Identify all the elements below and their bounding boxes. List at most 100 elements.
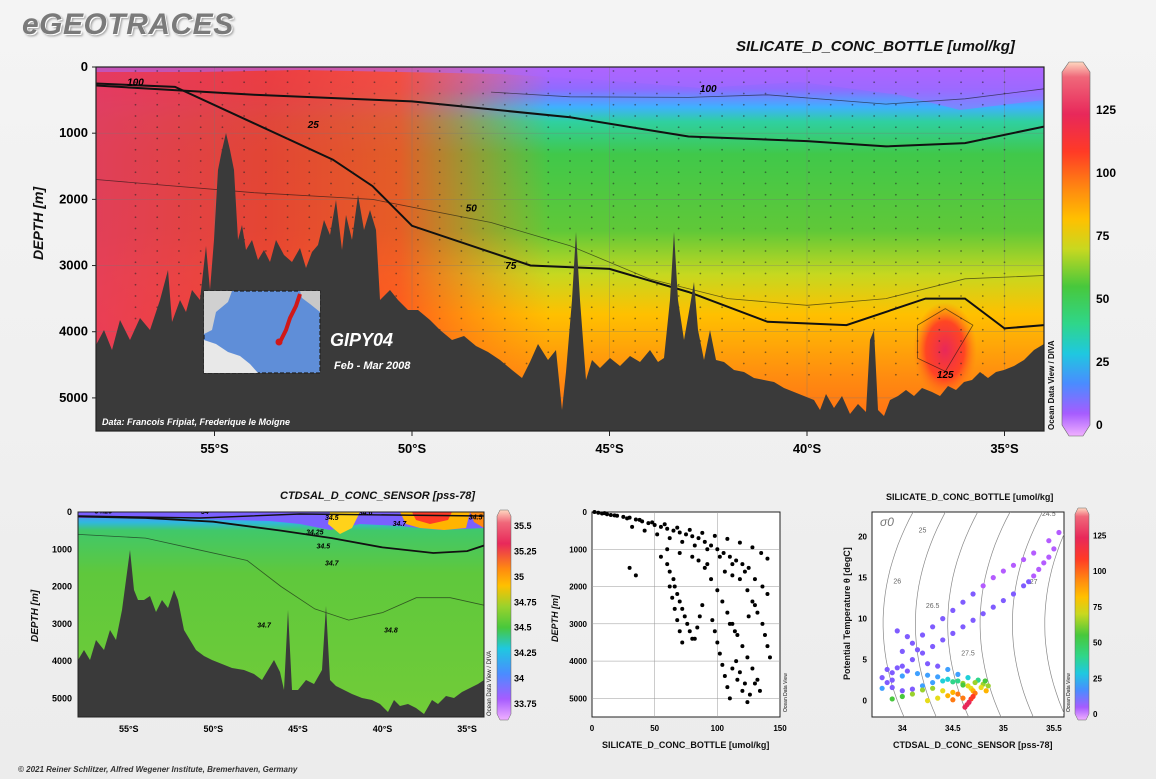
ts-point	[955, 678, 961, 684]
ts-point	[955, 691, 961, 697]
profile-point	[752, 577, 757, 582]
profile-point	[658, 554, 663, 559]
profile-point	[752, 603, 757, 608]
ts-point	[1031, 573, 1037, 579]
profile-point	[715, 547, 720, 552]
ts-point	[1046, 554, 1052, 560]
profile-point	[712, 629, 717, 634]
profile-point	[684, 532, 688, 537]
ts-xlabel: CTDSAL_D_CONC_SENSOR [pss-78]	[893, 740, 1053, 750]
ts-points	[879, 529, 1062, 710]
ts-point	[1051, 546, 1057, 552]
profile-point	[740, 688, 745, 693]
sample-dots	[134, 70, 1006, 376]
profile-point	[692, 636, 697, 641]
salinity-contour-label: 34.7	[325, 560, 340, 567]
isopycnal	[1142, 504, 1156, 717]
salinity-contour-label: 34	[201, 509, 209, 516]
profile-point	[732, 629, 737, 634]
ts-point	[990, 604, 996, 610]
mid-watermark: Ocean Data View	[783, 673, 789, 712]
ts-point	[930, 679, 936, 686]
ts-point	[899, 688, 905, 694]
profile-point	[702, 539, 707, 544]
profile-point	[702, 565, 707, 570]
ts-point	[935, 663, 941, 669]
main-ytick-label: 4000	[59, 324, 88, 339]
profile-point	[705, 547, 710, 552]
mid-ytick-label: 3000	[569, 620, 587, 629]
profile-point	[737, 670, 742, 675]
main-ytick-label: 1000	[59, 125, 88, 140]
contour-25	[490, 88, 1044, 105]
contour-100	[96, 82, 1044, 330]
profile-point	[677, 629, 682, 634]
mid-ylabel: DEPTH [m]	[550, 595, 560, 642]
ts-point	[914, 647, 921, 653]
salinity-colorbar-label: 33.75	[514, 699, 537, 709]
ts-point	[1020, 556, 1027, 563]
salinity-colorbar-label: 35	[514, 572, 524, 582]
mid-xtick-label: 50	[650, 724, 659, 733]
mid-ytick-label: 5000	[569, 694, 587, 703]
main-colorbar-label: 25	[1096, 355, 1110, 369]
salinity-colorbar-label: 34.25	[514, 648, 537, 658]
main-contour-label: 25	[307, 120, 320, 131]
main-ytick-label: 0	[81, 59, 88, 74]
profile-point	[715, 640, 720, 645]
profile-point	[737, 577, 742, 582]
profile-point	[665, 526, 670, 531]
profile-point	[680, 606, 685, 611]
ts-point	[1000, 568, 1006, 574]
ts-diagram-plot	[871, 511, 1065, 718]
main-colorbar-label: 125	[1096, 103, 1116, 117]
ts-point	[950, 630, 956, 636]
ts-point	[945, 676, 951, 682]
salinity-xtick-label: 50°S	[204, 724, 224, 734]
profile-point	[695, 625, 700, 630]
profile-point	[746, 614, 751, 619]
profile-point	[765, 592, 770, 596]
profile-point	[735, 633, 740, 637]
profile-point	[665, 562, 670, 567]
ts-colorbar-label: 0	[1093, 710, 1098, 719]
profile-point	[687, 629, 692, 634]
main-contour-label: 125	[937, 370, 954, 381]
profile-point	[742, 681, 747, 686]
profile-point	[700, 603, 705, 608]
salinity-colorbar	[496, 509, 512, 721]
profile-point	[746, 565, 751, 570]
salinity-colorbar-label: 35.25	[514, 547, 537, 557]
ts-point	[884, 679, 890, 686]
profile-point	[696, 558, 701, 563]
isopycnal-label: 26.5	[926, 603, 940, 610]
salinity-contour	[78, 534, 484, 621]
ts-point	[1000, 597, 1006, 604]
mid-ytick-label: 1000	[569, 545, 587, 554]
ts-point	[940, 616, 946, 622]
ts-point	[978, 684, 984, 691]
profile-point	[685, 621, 690, 626]
profile-point	[692, 543, 697, 548]
ts-point	[972, 679, 978, 686]
salinity-contour-label: 34.8	[384, 627, 398, 634]
mid-xtick-label: 100	[711, 724, 725, 733]
salinity-xtick-label: 35°S	[457, 724, 477, 734]
profile-point	[762, 633, 767, 637]
ts-point	[879, 685, 885, 691]
ts-point	[965, 675, 971, 681]
profile-point	[725, 536, 730, 541]
salinity-xtick-label: 40°S	[373, 724, 393, 734]
profile-point	[667, 536, 672, 541]
mid-xtick-label: 150	[773, 724, 787, 733]
mid-xtick-label: 0	[590, 724, 595, 733]
main-colorbar	[1061, 61, 1091, 437]
ts-point	[960, 682, 966, 688]
ts-point	[940, 637, 946, 643]
ts-colorbar-label: 50	[1093, 639, 1102, 648]
ts-point	[950, 679, 956, 685]
ts-colorbar-label: 75	[1093, 603, 1102, 612]
profile-point	[747, 692, 752, 697]
profile-point	[735, 677, 740, 682]
ts-point	[1020, 583, 1027, 589]
